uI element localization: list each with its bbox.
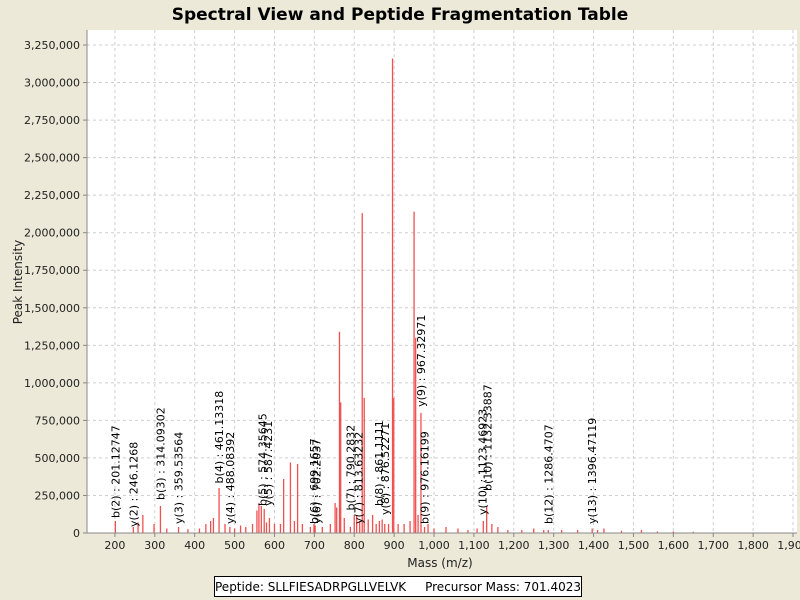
peptide-label: Peptide: SLLFIESADRPGLLVELVK: [215, 579, 407, 594]
peak-annotation: b(7) : 790.2832: [344, 425, 357, 511]
peak-annotation: y(2) : 246.1268: [127, 442, 140, 527]
peak-annotation: b(6) : 699.1657: [308, 438, 321, 524]
peak-annotation: y(4) : 488.08392: [224, 432, 237, 524]
peak-annotation: b(5) : 574.35645: [257, 413, 270, 506]
y-tick-label: 3,000,000: [24, 77, 80, 90]
peak-annotation: b(8) : 861.1111: [373, 420, 386, 506]
spectrum-chart: Spectral View and Peptide Fragmentation …: [11, 5, 800, 570]
peak-annotation: b(12) : 1286.4707: [542, 424, 555, 524]
y-tick-label: 3,250,000: [24, 39, 80, 52]
grid: [87, 30, 797, 533]
y-tick-label: 2,750,000: [24, 114, 80, 127]
peak-annotations: b(2) : 201.12747 y(2) : 246.1268 b(3) : 31…: [109, 315, 599, 527]
legend-box: Peptide: SLLFIESADRPGLLVELVK Precursor M…: [214, 576, 582, 597]
y-tick-label: 250,000: [35, 489, 81, 502]
x-tick-label: 400: [184, 539, 205, 552]
peak-annotation: b(10) : 1132.33887: [482, 384, 495, 491]
x-tick-label: 500: [224, 539, 245, 552]
y-tick-label: 1,000,000: [24, 377, 80, 390]
x-tick-label: 1,000: [418, 539, 450, 552]
x-tick-label: 1,800: [737, 539, 769, 552]
axes: [83, 30, 797, 537]
peak-annotation: b(4) : 461.13318: [213, 391, 226, 484]
y-tick-label: 1,250,000: [24, 339, 80, 352]
x-tick-label: 1,900: [777, 539, 800, 552]
tick-labels: 0 250,000 500,000 750,000 1,000,000 1,250,000…: [24, 39, 800, 552]
peak-annotation: y(10) : 1123.46923: [476, 409, 489, 515]
peak-annotation: y(5) : 587.4231: [262, 421, 275, 506]
chart-title: Spectral View and Peptide Fragmentation …: [172, 5, 629, 25]
x-tick-label: 1,400: [578, 539, 610, 552]
x-tick-label: 1,500: [618, 539, 650, 552]
y-tick-label: 2,250,000: [24, 189, 80, 202]
y-tick-label: 500,000: [35, 452, 81, 465]
y-tick-label: 750,000: [35, 414, 81, 427]
peak-annotation: b(3) : 314.09302: [154, 407, 167, 500]
y-tick-label: 0: [73, 527, 80, 540]
x-tick-label: 600: [264, 539, 285, 552]
peak-annotation: y(7) : 813.63232: [352, 432, 365, 524]
x-tick-label: 200: [104, 539, 125, 552]
peak-annotation: y(9) : 967.32971: [415, 315, 428, 407]
peak-annotation: b(9) : 976.16199: [419, 431, 432, 524]
plot-background: [87, 30, 797, 533]
peak-annotation: b(2) : 201.12747: [109, 425, 122, 518]
y-tick-label: 2,500,000: [24, 152, 80, 165]
x-tick-label: 1,200: [498, 539, 530, 552]
x-tick-label: 800: [344, 539, 365, 552]
x-tick-label: 1,700: [697, 539, 729, 552]
x-tick-label: 300: [144, 539, 165, 552]
y-tick-label: 1,500,000: [24, 302, 80, 315]
y-tick-label: 2,000,000: [24, 227, 80, 240]
y-axis-label: Peak Intensity: [11, 240, 25, 325]
x-tick-label: 900: [384, 539, 405, 552]
x-tick-label: 700: [304, 539, 325, 552]
peak-annotation: y(13) : 1396.47119: [586, 418, 599, 524]
peaks: [114, 58, 694, 533]
x-tick-label: 1,600: [658, 539, 690, 552]
peak-annotation: y(3) : 359.53564: [173, 432, 186, 524]
y-tick-label: 1,750,000: [24, 264, 80, 277]
x-tick-label: 1,100: [458, 539, 490, 552]
x-axis-label: Mass (m/z): [407, 556, 472, 570]
precursor-mass-label: Precursor Mass: 701.4023: [425, 579, 581, 594]
x-tick-label: 1,300: [538, 539, 570, 552]
peak-annotation: y(8) : 876.52271: [379, 423, 392, 515]
peak-annotation: y(6) : 702.2037: [310, 439, 323, 524]
